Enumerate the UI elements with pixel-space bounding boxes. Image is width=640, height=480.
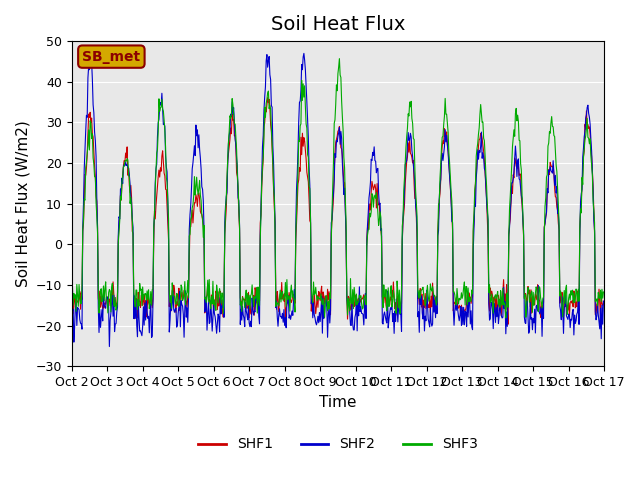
SHF3	[186, 231, 194, 237]
Legend: SHF1, SHF2, SHF3: SHF1, SHF2, SHF3	[193, 432, 483, 457]
SHF2	[215, 314, 223, 320]
SHF3	[68, 305, 76, 311]
SHF3	[132, 287, 140, 293]
SHF2	[77, 321, 85, 327]
SHF2	[106, 344, 113, 349]
SHF3	[502, 315, 509, 321]
SHF3	[600, 289, 607, 295]
SHF1	[68, 288, 76, 293]
Title: Soil Heat Flux: Soil Heat Flux	[271, 15, 405, 34]
SHF2	[419, 316, 427, 322]
SHF2	[600, 298, 607, 304]
Line: SHF2: SHF2	[72, 53, 604, 347]
SHF3	[214, 300, 222, 306]
SHF2	[187, 202, 195, 208]
SHF1	[132, 295, 140, 301]
SHF2	[133, 322, 141, 328]
SHF1	[214, 289, 222, 295]
SHF2	[300, 50, 308, 56]
SHF1	[403, 158, 410, 164]
X-axis label: Time: Time	[319, 395, 356, 410]
Text: SB_met: SB_met	[83, 49, 140, 64]
SHF1	[419, 291, 426, 297]
SHF1	[77, 290, 85, 296]
SHF3	[77, 300, 85, 306]
Line: SHF1: SHF1	[72, 97, 604, 324]
Line: SHF3: SHF3	[72, 59, 604, 318]
SHF2	[404, 142, 412, 148]
SHF1	[186, 223, 194, 228]
SHF3	[419, 287, 426, 292]
SHF2	[68, 300, 76, 306]
SHF1	[504, 322, 512, 327]
SHF1	[600, 300, 607, 306]
Y-axis label: Soil Heat Flux (W/m2): Soil Heat Flux (W/m2)	[15, 120, 30, 287]
SHF3	[335, 56, 343, 61]
SHF1	[264, 95, 271, 100]
SHF3	[403, 134, 410, 140]
